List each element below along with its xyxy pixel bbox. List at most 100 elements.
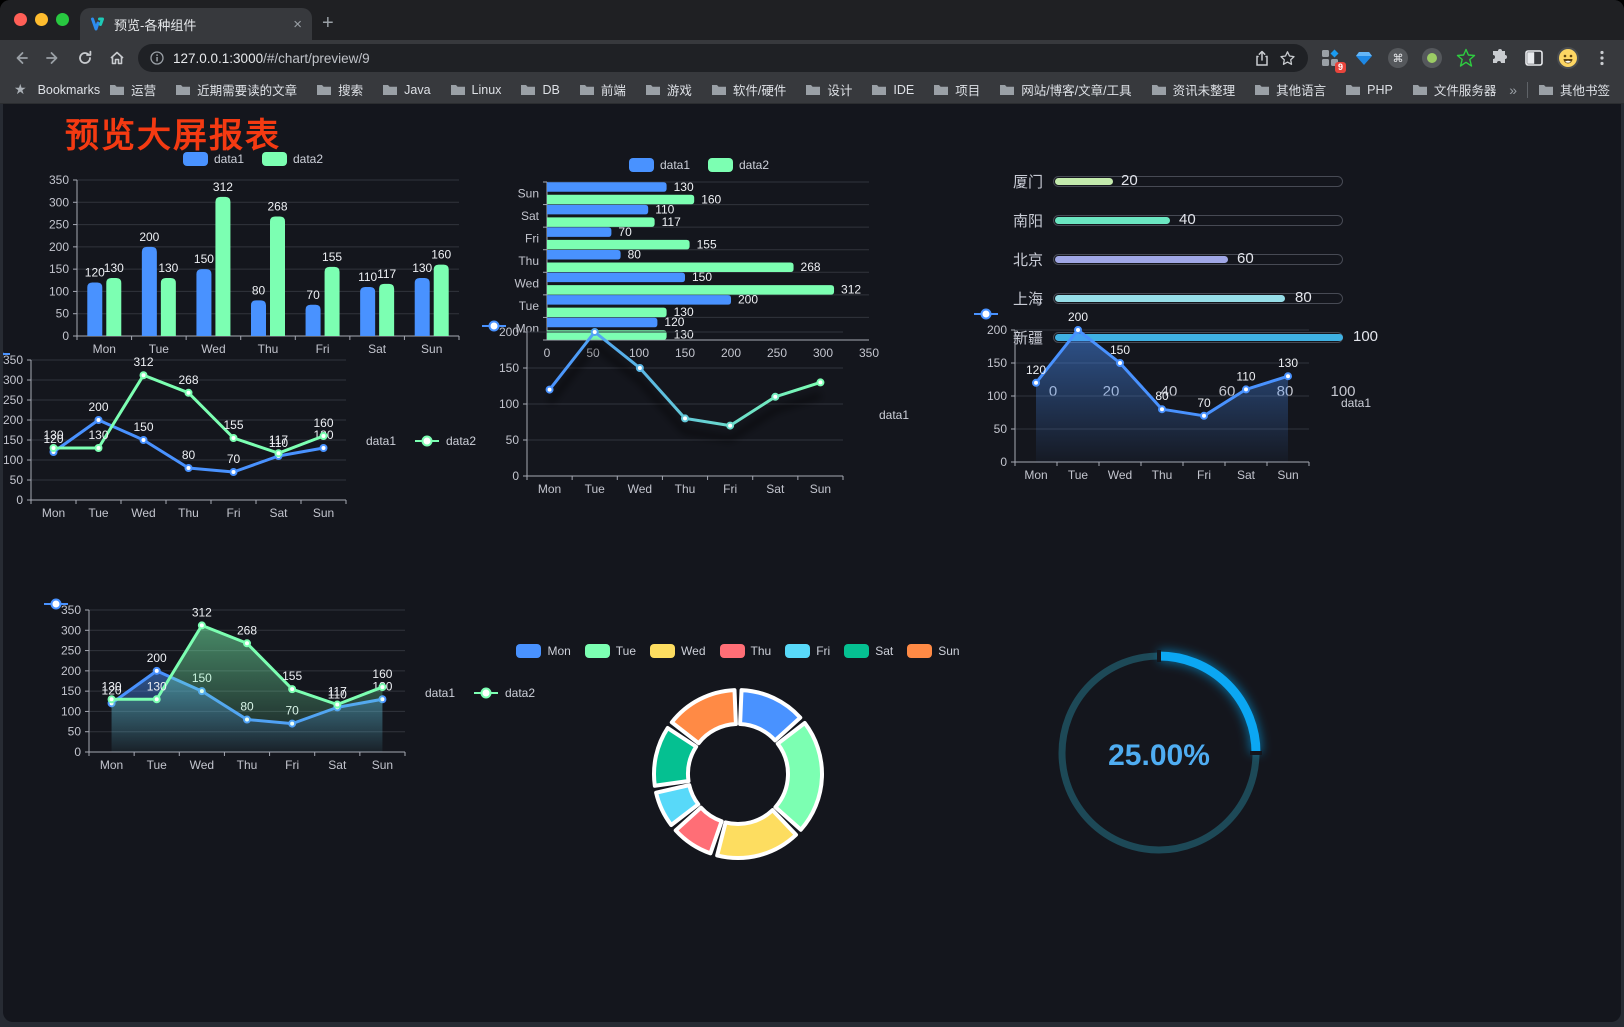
- bookmark-folder[interactable]: 网站/博客/文章/工具: [999, 80, 1132, 99]
- browser-toolbar: 127.0.0.1:3000/#/chart/preview/9 9: [0, 40, 1624, 76]
- legend-item[interactable]: Thu: [719, 644, 771, 658]
- share-icon[interactable]: [1254, 50, 1270, 67]
- progress-track[interactable]: [1053, 292, 1343, 304]
- bookmark-folder[interactable]: 文件服务器: [1412, 80, 1496, 99]
- browser-tab[interactable]: 预览-各种组件 ×: [80, 8, 312, 40]
- bookmark-folder[interactable]: 软件/硬件: [711, 80, 786, 99]
- bookmark-folder[interactable]: 设计: [805, 80, 852, 99]
- bookmark-folder[interactable]: Java: [382, 83, 431, 97]
- legend-item[interactable]: data2: [414, 434, 476, 448]
- progress-track[interactable]: [1053, 175, 1343, 187]
- extension-command-icon[interactable]: ⌘: [1386, 46, 1410, 70]
- other-bookmarks-folder[interactable]: 其他书签: [1538, 80, 1610, 99]
- tab-close-icon[interactable]: ×: [293, 15, 302, 33]
- browser-menu-icon[interactable]: [1590, 46, 1614, 70]
- chart-legend: 0 50 100 150 200 250 300 350 Mon Tue Wed Thu Fri Sat S…: [3, 351, 476, 520]
- bookmark-folder[interactable]: 近期需要读的文章: [175, 80, 297, 99]
- address-bar[interactable]: 127.0.0.1:3000/#/chart/preview/9: [138, 44, 1308, 72]
- pie-slice-Fri[interactable]: [654, 783, 701, 827]
- line-series-data1[interactable]: [545, 328, 825, 442]
- bookmark-folder[interactable]: PHP: [1345, 83, 1393, 97]
- bookmark-folder[interactable]: 游戏: [645, 80, 692, 99]
- pie-slice-Thu[interactable]: [673, 805, 724, 856]
- pie-slice-Mon[interactable]: [738, 688, 803, 743]
- back-icon[interactable]: [10, 47, 32, 69]
- forward-icon[interactable]: [42, 47, 64, 69]
- two-area-line-plot[interactable]: [101, 704, 477, 854]
- bookmark-folder[interactable]: Linux: [450, 83, 501, 97]
- pie-slice-Wed[interactable]: [715, 808, 798, 860]
- donut-pie-chart[interactable]: [646, 682, 830, 866]
- extension-star-icon[interactable]: [1454, 46, 1478, 70]
- legend-item[interactable]: data2: [473, 686, 535, 700]
- legend-item[interactable]: Tue: [584, 644, 636, 658]
- hbar-chart-plot[interactable]: 0 50 100 150 200 250 300 350MonTueWedThuFriSatS…: [501, 176, 897, 368]
- minimize-window-button[interactable]: [35, 13, 48, 26]
- bookmarks-bar: ★ Bookmarks 运营 近期需要读的文章 搜索 Java Linux DB 前端 游戏软…: [0, 76, 1624, 104]
- svg-text:50: 50: [56, 307, 70, 321]
- legend-item[interactable]: data1: [182, 152, 244, 166]
- bookmark-folder[interactable]: 资讯未整理: [1151, 80, 1235, 99]
- bar-chart-plot[interactable]: 0 50 100 150 200 250 300 350 Mon Tue Wed Thu Fri Sat S…: [31, 170, 475, 366]
- gauge-chart[interactable]: 25.00%: [1051, 645, 1267, 861]
- svg-text:Tue: Tue: [88, 506, 109, 520]
- legend-item[interactable]: 0 50 100 150 200 250 300 350 Mon Tue Wed Thu Fri Sat S…: [43, 598, 455, 788]
- legend-item[interactable]: Mon: [516, 644, 571, 658]
- site-info-icon[interactable]: [150, 51, 164, 65]
- area-line-plot[interactable]: [991, 414, 1353, 564]
- progress-track[interactable]: [1053, 214, 1343, 226]
- bookmarks-overflow-icon[interactable]: »: [1509, 81, 1517, 98]
- progress-fill: [1055, 294, 1286, 302]
- legend-label: data2: [739, 158, 770, 172]
- extensions-puzzle-icon[interactable]: [1488, 46, 1512, 70]
- bar-series-data2[interactable]: [106, 196, 449, 336]
- pie-slice-Sat[interactable]: [652, 726, 699, 788]
- legend-item[interactable]: Sun: [907, 644, 960, 658]
- legend-item[interactable]: Sat: [844, 644, 893, 658]
- bookmark-folder[interactable]: 前端: [579, 80, 626, 99]
- legend-item[interactable]: 0 50 100 150 200 Mon Tue Wed Thu Fri Sat Sun 120 200 1…: [973, 308, 1371, 498]
- new-tab-button[interactable]: +: [322, 12, 334, 34]
- legend-item[interactable]: 0 50 100 150 200 250 300 350 Mon Tue Wed Thu Fri Sat S…: [3, 348, 396, 534]
- extension-grid-icon[interactable]: 9: [1318, 46, 1346, 73]
- profile-avatar[interactable]: [1556, 46, 1580, 70]
- extension-record-icon[interactable]: [1420, 46, 1444, 70]
- bookmark-star-icon[interactable]: [1279, 50, 1296, 67]
- svg-text:130: 130: [412, 261, 432, 275]
- line-series-data1[interactable]: [1031, 326, 1292, 462]
- bookmark-folder[interactable]: 其他语言: [1254, 80, 1326, 99]
- reload-icon[interactable]: [74, 47, 96, 69]
- line-chart-plot[interactable]: [43, 452, 418, 602]
- bar: [547, 217, 655, 227]
- progress-track[interactable]: [1053, 331, 1343, 343]
- legend-item[interactable]: 0 50 100 150 200 Mon Tue Wed Thu Fri Sat Sun data1: [481, 320, 909, 510]
- pie-slice-Sun[interactable]: [669, 688, 738, 746]
- bookmark-folder[interactable]: IDE: [871, 83, 914, 97]
- bookmark-folder[interactable]: DB: [520, 83, 560, 97]
- bar: [87, 282, 103, 336]
- line-series-data2[interactable]: [107, 621, 387, 752]
- legend-item[interactable]: Wed: [650, 644, 706, 658]
- pie-slice-Tue[interactable]: [773, 721, 824, 832]
- legend-item[interactable]: Fri: [785, 644, 830, 658]
- hbar-series-data1[interactable]: [547, 182, 731, 328]
- bookmark-folder[interactable]: 项目: [933, 80, 980, 99]
- bar-series-data1[interactable]: [87, 246, 430, 336]
- line-path: [548, 330, 822, 428]
- gradient-line-plot[interactable]: [499, 426, 891, 576]
- line-series-data2[interactable]: [49, 371, 328, 458]
- bookmark-folder[interactable]: 运营: [109, 80, 156, 99]
- legend-item[interactable]: data2: [708, 158, 769, 172]
- hbar-series-data2[interactable]: [547, 194, 835, 340]
- home-icon[interactable]: [106, 47, 128, 69]
- zoom-window-button[interactable]: [56, 13, 69, 26]
- legend-label: Sat: [875, 644, 894, 658]
- close-window-button[interactable]: [14, 13, 27, 26]
- legend-item[interactable]: data1: [628, 158, 690, 172]
- svg-text:100: 100: [629, 346, 649, 360]
- bookmark-folder[interactable]: 搜索: [316, 80, 363, 99]
- legend-item[interactable]: data2: [262, 152, 323, 166]
- side-panel-icon[interactable]: [1522, 46, 1546, 70]
- extension-gem-icon[interactable]: [1352, 46, 1376, 70]
- progress-track[interactable]: [1053, 253, 1343, 265]
